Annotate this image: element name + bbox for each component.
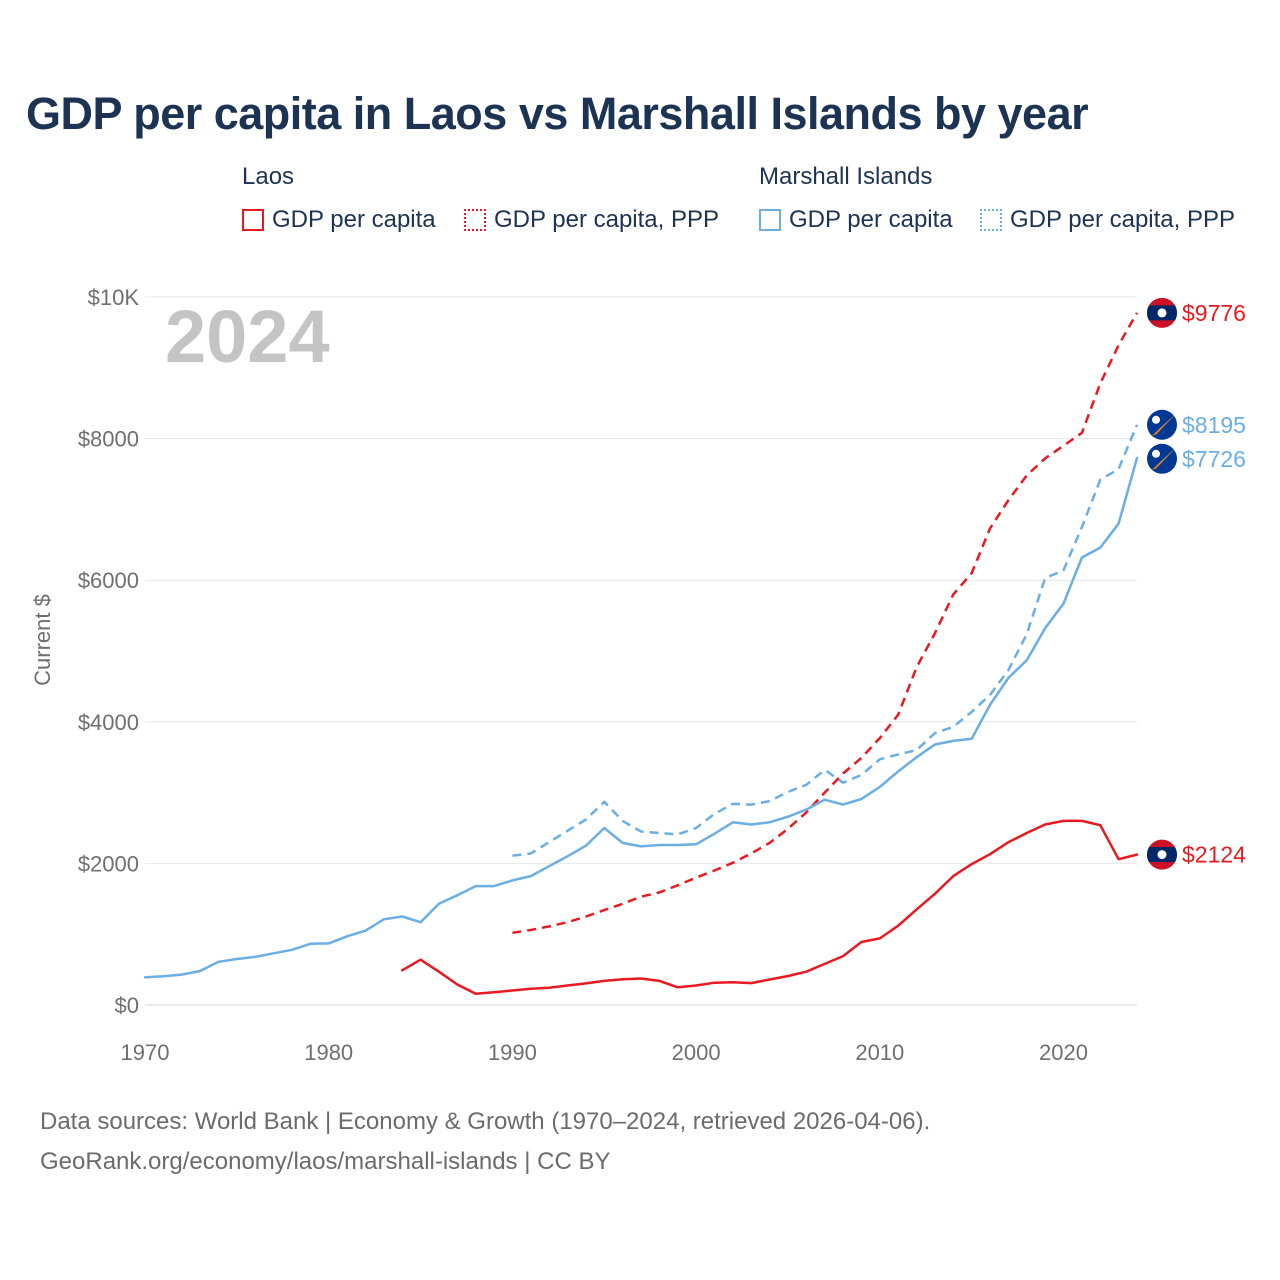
y-tick-label: $8000 (78, 427, 139, 452)
flag-white-ray (1152, 412, 1177, 436)
x-tick-label: 2000 (672, 1040, 721, 1065)
series-line-0[interactable] (400, 819, 1139, 995)
y-tick-label: $2000 (78, 851, 139, 876)
flag-disc (1157, 308, 1167, 318)
end-value-label: $2124 (1182, 842, 1246, 868)
legend-label: GDP per capita (789, 206, 953, 233)
series-line-3[interactable] (512, 424, 1139, 857)
label-layer: $9776 $8195 $7726 $2124 (1147, 297, 1246, 870)
legend-label: GDP per capita (272, 206, 436, 233)
footer-source: Data sources: World Bank | Economy & Gro… (40, 1108, 931, 1135)
year-overlay: 2024 (165, 295, 330, 378)
legend-group-marshall-islands: Marshall Islands (759, 163, 933, 190)
flag-star (1152, 415, 1160, 424)
grid-layer: $0 $2000 $4000 $6000 $8000 $10K 1970 1980 1990 20… (78, 285, 1137, 1065)
legend-swatch-solid (759, 209, 781, 231)
legend-label: GDP per capita, PPP (494, 206, 719, 233)
end-value-label: $7726 (1182, 446, 1246, 472)
x-tick-label: 2010 (855, 1040, 904, 1065)
footer-credit[interactable]: GeoRank.org/economy/laos/marshall-island… (40, 1148, 611, 1175)
legend-swatch-solid (242, 209, 264, 231)
y-tick-label: $4000 (78, 710, 139, 735)
flag-disc (1157, 850, 1167, 860)
legend-group-laos: Laos (242, 163, 295, 190)
laos-flag-icon (1147, 297, 1177, 328)
end-value-label: $8195 (1182, 412, 1246, 438)
legend-label: GDP per capita, PPP (1010, 206, 1235, 233)
flag-star (1152, 449, 1160, 458)
legend-item-marshall-gdp-ppp[interactable]: GDP per capita, PPP (980, 205, 1235, 235)
legend-swatch-dotted (980, 209, 1002, 231)
x-tick-label: 1990 (488, 1040, 537, 1065)
legend-item-laos-gdp[interactable]: GDP per capita (242, 205, 436, 235)
marshall-islands-flag-icon (1147, 409, 1177, 440)
series-line-2[interactable] (143, 456, 1139, 979)
legend-swatch-dotted (464, 209, 486, 231)
marshall-islands-flag-icon (1147, 443, 1177, 474)
x-tick-label: 2020 (1039, 1040, 1088, 1065)
y-tick-label: $6000 (78, 568, 139, 593)
legend-item-marshall-gdp[interactable]: GDP per capita (759, 205, 953, 235)
flag-white-ray (1152, 446, 1177, 470)
x-tick-label: 1980 (304, 1040, 353, 1065)
series-line-1[interactable] (512, 312, 1139, 935)
y-tick-label: $0 (115, 993, 139, 1018)
chart-title: GDP per capita in Laos vs Marshall Islan… (26, 88, 1089, 139)
laos-flag-icon (1147, 839, 1177, 870)
flag-bg (1147, 443, 1177, 474)
y-tick-label: $10K (88, 285, 140, 310)
x-tick-label: 1970 (121, 1040, 170, 1065)
legend-item-laos-gdp-ppp[interactable]: GDP per capita, PPP (464, 205, 719, 235)
series-layer (143, 312, 1139, 995)
flag-bg (1147, 409, 1177, 440)
y-axis-label: Current $ (30, 594, 55, 686)
end-value-label: $9776 (1182, 300, 1246, 326)
